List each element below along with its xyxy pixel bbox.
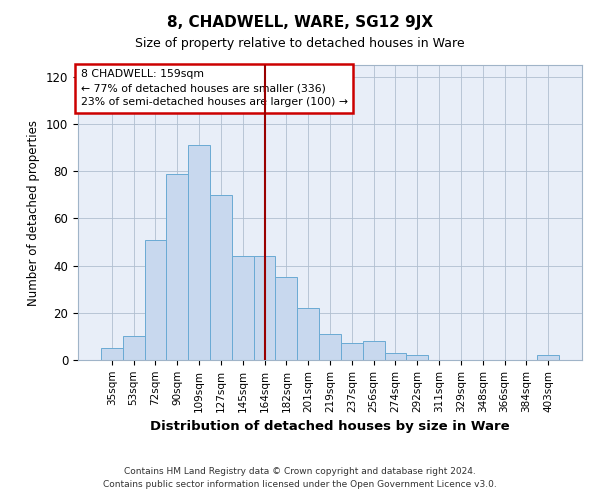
Bar <box>385 353 406 360</box>
Bar <box>297 308 319 360</box>
Bar <box>188 145 210 360</box>
Bar <box>254 256 275 360</box>
Bar <box>341 344 363 360</box>
Bar <box>145 240 166 360</box>
Text: 8 CHADWELL: 159sqm
← 77% of detached houses are smaller (336)
23% of semi-detach: 8 CHADWELL: 159sqm ← 77% of detached hou… <box>80 70 347 108</box>
X-axis label: Distribution of detached houses by size in Ware: Distribution of detached houses by size … <box>150 420 510 433</box>
Bar <box>275 278 297 360</box>
Text: Contains HM Land Registry data © Crown copyright and database right 2024.
Contai: Contains HM Land Registry data © Crown c… <box>103 468 497 489</box>
Bar <box>363 341 385 360</box>
Bar <box>232 256 254 360</box>
Bar <box>319 334 341 360</box>
Bar <box>166 174 188 360</box>
Bar <box>406 356 428 360</box>
Bar <box>101 348 123 360</box>
Text: Size of property relative to detached houses in Ware: Size of property relative to detached ho… <box>135 38 465 51</box>
Bar <box>123 336 145 360</box>
Text: 8, CHADWELL, WARE, SG12 9JX: 8, CHADWELL, WARE, SG12 9JX <box>167 15 433 30</box>
Bar <box>210 195 232 360</box>
Bar <box>537 356 559 360</box>
Y-axis label: Number of detached properties: Number of detached properties <box>28 120 40 306</box>
